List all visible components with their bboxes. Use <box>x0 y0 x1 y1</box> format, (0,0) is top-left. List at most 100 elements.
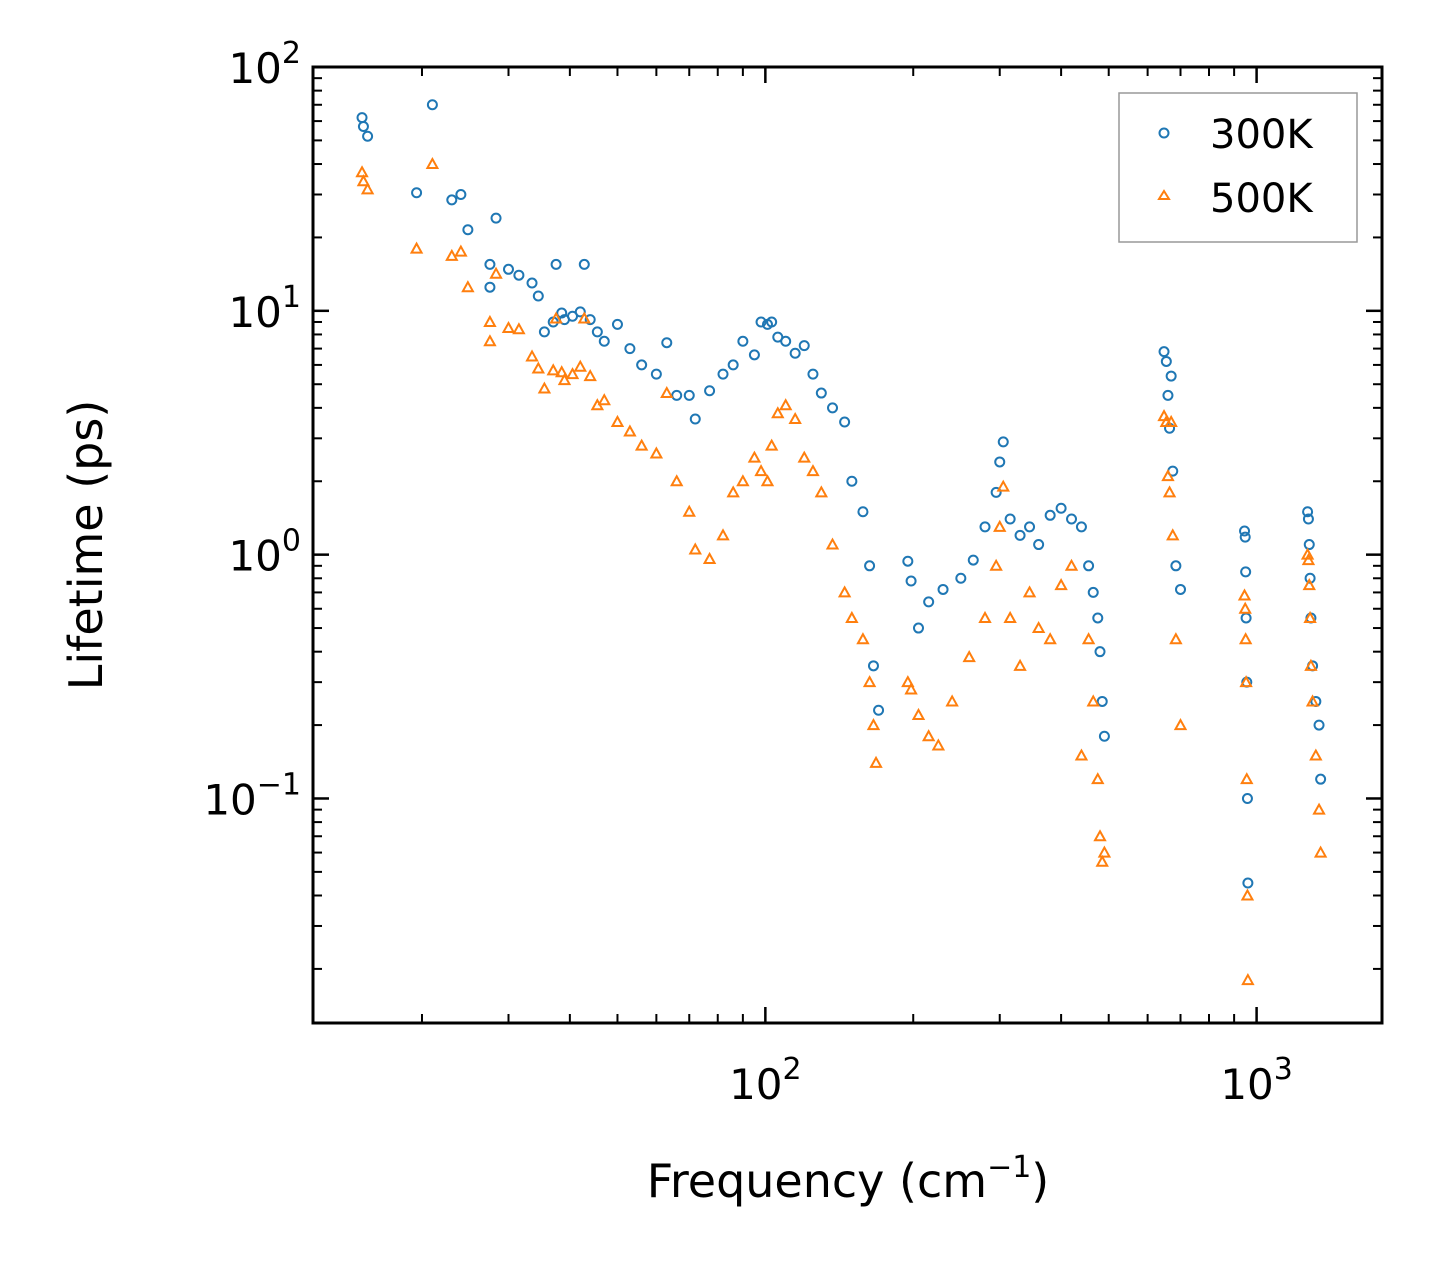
point-300k <box>864 560 876 572</box>
point-500k <box>356 174 371 187</box>
point-300k <box>1087 586 1099 598</box>
legend: 300K 500K <box>1118 92 1358 243</box>
point-500k <box>993 519 1007 532</box>
point-500k <box>945 694 959 707</box>
point-300k <box>1302 506 1314 518</box>
point-500k <box>355 165 369 178</box>
point-300k <box>1094 646 1106 658</box>
point-500k <box>512 322 526 335</box>
y-tick-exponent: −1 <box>257 767 301 802</box>
point-500k <box>360 182 375 195</box>
point-300k <box>748 349 760 361</box>
point-500k <box>747 450 762 463</box>
point-500k <box>702 551 717 564</box>
point-300k <box>484 281 496 293</box>
point-300k <box>923 596 935 608</box>
plot-frame <box>311 65 1384 1025</box>
point-300k <box>994 456 1006 468</box>
point-500k <box>1164 414 1178 427</box>
point-300k <box>671 389 683 401</box>
point-300k <box>636 359 648 371</box>
point-300k <box>357 121 369 133</box>
point-300k <box>490 212 502 224</box>
point-300k <box>574 306 586 318</box>
point-300k <box>1092 612 1104 624</box>
point-500k <box>597 393 611 406</box>
point-300k <box>867 660 879 672</box>
point-300k <box>1044 509 1056 521</box>
point-300k <box>955 572 967 584</box>
x-tick-exponent: 3 <box>1274 1052 1293 1087</box>
point-300k <box>1162 389 1174 401</box>
y-tick-base: 10 <box>203 775 256 824</box>
point-500k <box>1300 547 1315 560</box>
point-500k <box>1302 578 1316 591</box>
point-500k <box>409 241 424 254</box>
point-300k <box>815 387 827 399</box>
point-500k <box>1305 694 1320 707</box>
point-300k <box>455 188 467 200</box>
point-500k <box>1074 748 1089 761</box>
point-500k <box>670 474 684 487</box>
point-500k <box>1013 658 1027 671</box>
point-500k <box>577 311 591 324</box>
point-500k <box>445 248 459 261</box>
point-500k <box>911 707 926 720</box>
point-500k <box>1303 610 1317 623</box>
point-300k <box>798 340 810 352</box>
point-300k <box>839 416 851 428</box>
point-500k <box>901 675 915 688</box>
point-500k <box>454 244 468 257</box>
point-300k <box>873 704 885 716</box>
point-300k <box>1165 370 1177 382</box>
point-500k <box>531 361 546 374</box>
legend-marker-500k <box>1157 189 1171 200</box>
point-500k <box>1166 528 1180 541</box>
point-300k <box>362 130 374 142</box>
point-300k <box>780 335 792 347</box>
point-500k <box>771 406 785 419</box>
point-500k <box>1093 829 1107 842</box>
point-300k <box>1242 877 1254 889</box>
point-300k <box>1096 695 1108 707</box>
point-500k <box>1054 578 1068 591</box>
point-500k <box>425 156 440 170</box>
point-300k <box>846 475 858 487</box>
point-500k <box>501 320 516 334</box>
point-500k <box>1086 694 1100 707</box>
point-300k <box>827 402 839 414</box>
legend-label-500k: 500K <box>1210 176 1314 222</box>
point-500k <box>1043 632 1057 645</box>
point-300k <box>661 337 673 349</box>
point-500k <box>1301 553 1316 566</box>
point-300k <box>578 258 590 270</box>
point-300k <box>1302 513 1314 525</box>
point-300k <box>411 187 423 199</box>
point-500k <box>1091 772 1105 785</box>
legend-box <box>1118 92 1358 243</box>
point-300k <box>789 347 801 359</box>
y-tick-exponent: 1 <box>282 280 301 315</box>
point-300k <box>1075 521 1087 533</box>
point-300k <box>912 622 924 634</box>
point-500k <box>461 280 475 293</box>
point-300k <box>584 314 596 326</box>
point-300k <box>1239 525 1251 537</box>
point-300k <box>1239 531 1251 543</box>
point-500k <box>845 610 859 623</box>
point-500k <box>1309 748 1323 761</box>
point-300k <box>591 326 603 338</box>
point-500k <box>537 381 552 394</box>
point-500k <box>754 464 768 477</box>
point-300k <box>1098 730 1110 742</box>
y-tick-base: 10 <box>228 532 281 581</box>
point-500k <box>778 398 793 411</box>
point-500k <box>788 411 802 425</box>
point-500k <box>573 359 587 372</box>
point-300k <box>905 575 917 587</box>
point-500k <box>1313 845 1328 858</box>
point-300k <box>532 290 544 302</box>
point-500k <box>1241 973 1255 986</box>
point-500k <box>1022 585 1037 598</box>
